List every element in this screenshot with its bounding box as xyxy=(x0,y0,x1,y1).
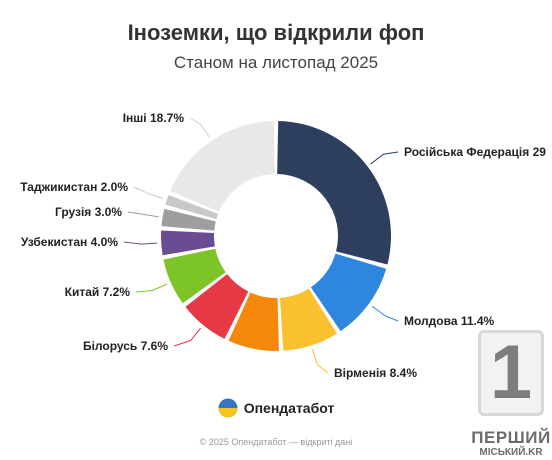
pie-slice xyxy=(161,230,215,256)
watermark-logo: 1 ПЕРШИЙ МІСЬКИЙ.KR xyxy=(470,330,552,460)
brand-name: Опендатабот xyxy=(243,400,335,416)
slice-leader-line xyxy=(133,186,164,199)
slice-label: Узбекистан 4.0% xyxy=(21,235,118,249)
watermark-number: 1 xyxy=(478,330,544,416)
pie-slice xyxy=(277,121,392,265)
pie-slice xyxy=(161,208,216,231)
pie-slice xyxy=(170,121,275,212)
slice-label: Білорусь 7.6% xyxy=(83,339,168,353)
slice-label: Молдова 11.4% xyxy=(404,314,495,328)
slice-leader-line xyxy=(370,151,399,165)
slice-leader-line xyxy=(311,349,329,374)
slice-leader-line xyxy=(127,211,159,218)
pie-slice xyxy=(228,292,279,351)
slice-label: Інші 18.7% xyxy=(123,111,185,125)
pie-slice xyxy=(165,194,219,220)
slice-leader-line xyxy=(189,117,210,138)
watermark-line2: МІСЬКИЙ.KR xyxy=(479,447,543,458)
brand-logo-icon xyxy=(218,398,238,418)
footer-text: © 2025 Опендатабот — відкриті дані xyxy=(199,437,353,447)
slice-label: Грузія 3.0% xyxy=(55,205,122,219)
brand: Опендатабот xyxy=(0,398,552,421)
chart-title: Іноземки, що відкрили фоп xyxy=(127,20,425,45)
slice-leader-line xyxy=(371,305,399,322)
pie-slice xyxy=(279,288,337,351)
pie-slice xyxy=(185,274,249,339)
slice-leader-line xyxy=(123,241,158,245)
slice-label: Вірменія 8.4% xyxy=(334,366,417,380)
pie-slice xyxy=(163,248,226,304)
pie-slice xyxy=(310,253,387,332)
watermark-line1: ПЕРШИЙ xyxy=(471,428,551,447)
slice-label: Російська Федерація 29 xyxy=(404,145,546,159)
chart-subtitle: Станом на листопад 2025 xyxy=(173,53,379,72)
slice-label: Таджикистан 2.0% xyxy=(20,180,128,194)
slice-label: Китай 7.2% xyxy=(65,285,131,299)
slice-leader-line xyxy=(173,327,202,347)
slice-leader-line xyxy=(135,283,168,293)
